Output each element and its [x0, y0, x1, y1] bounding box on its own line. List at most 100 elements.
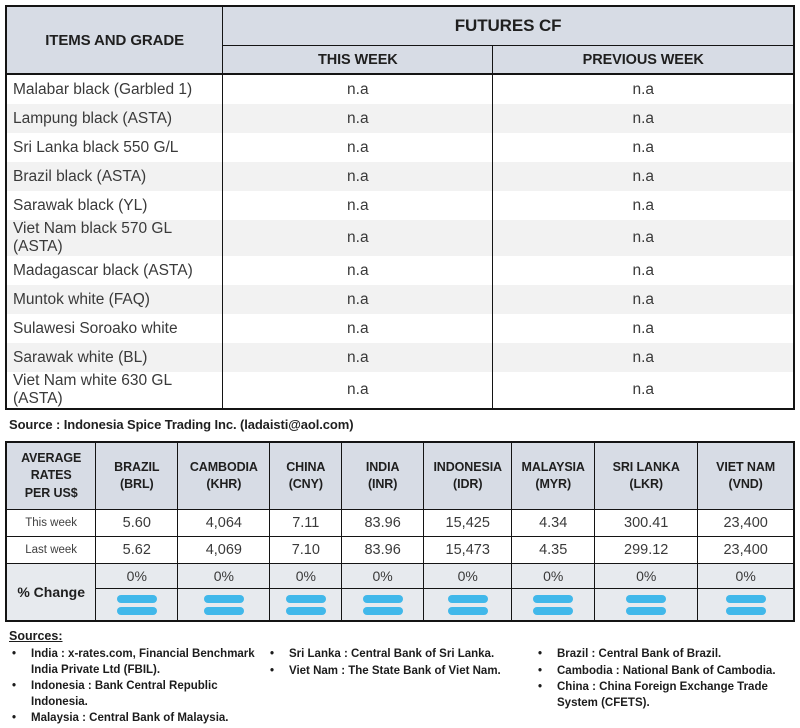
table-row: Sri Lanka black 550 G/L n.a n.a	[5, 133, 795, 162]
average-rates-header: AVERAGE RATES PER US$	[5, 441, 97, 510]
previous-week-value: n.a	[492, 220, 795, 256]
rate-value: 5.60	[95, 509, 179, 537]
previous-week-value: n.a	[492, 314, 795, 343]
this-week-value: n.a	[222, 256, 494, 285]
change-indicator-cell	[511, 588, 596, 622]
column-header-cambodia: CAMBODIA (KHR)	[177, 441, 271, 510]
country-name: BRAZIL	[114, 459, 160, 474]
rate-value: 4.35	[511, 536, 596, 564]
item-name: Viet Nam white 630 GL (ASTA)	[5, 372, 224, 409]
equal-icon	[533, 594, 574, 615]
sources-section: Sources: India : x-rates.com, Financial …	[9, 629, 795, 728]
change-indicator-cell	[423, 588, 513, 622]
item-name: Sri Lanka black 550 G/L	[5, 133, 224, 162]
percent-change-value: 0%	[511, 563, 596, 589]
this-week-value: n.a	[222, 191, 494, 220]
percent-change-value: 0%	[697, 563, 795, 589]
country-name: MALAYSIA	[521, 459, 585, 474]
previous-week-value: n.a	[492, 133, 795, 162]
this-week-value: n.a	[222, 343, 494, 372]
item-name: Madagascar black (ASTA)	[5, 256, 224, 285]
previous-week-value: n.a	[492, 285, 795, 314]
this-week-value: n.a	[222, 314, 494, 343]
table-row: Sarawak black (YL) n.a n.a	[5, 191, 795, 220]
column-header-india: INDIA (INR)	[341, 441, 425, 510]
equal-icon	[447, 594, 488, 615]
this-week-value: n.a	[222, 162, 494, 191]
currency-code: (CNY)	[288, 477, 323, 491]
table-row: Muntok white (FAQ) n.a n.a	[5, 285, 795, 314]
item-name: Brazil black (ASTA)	[5, 162, 224, 191]
previous-week-column-header: PREVIOUS WEEK	[492, 45, 795, 75]
this-week-value: n.a	[222, 133, 494, 162]
source-item: Indonesia : Bank Central Republic Indone…	[9, 679, 267, 710]
column-header-indonesia: INDONESIA (IDR)	[423, 441, 513, 510]
previous-week-value: n.a	[492, 104, 795, 133]
currency-code: (BRL)	[120, 477, 154, 491]
source-note: Source : Indonesia Spice Trading Inc. (l…	[9, 417, 354, 432]
item-name: Sulawesi Soroako white	[5, 314, 224, 343]
previous-week-value: n.a	[492, 256, 795, 285]
percent-change-value: 0%	[95, 563, 179, 589]
sources-column-3: Brazil : Central Bank of Brazil. Cambodi…	[535, 647, 795, 728]
rate-value: 5.62	[95, 536, 179, 564]
change-indicator-cell	[697, 588, 795, 622]
rate-value: 299.12	[594, 536, 699, 564]
rate-value: 4,064	[177, 509, 271, 537]
sources-column-2: Sri Lanka : Central Bank of Sri Lanka. V…	[267, 647, 535, 728]
item-name: Sarawak black (YL)	[5, 191, 224, 220]
column-header-viet-nam: VIET NAM (VND)	[697, 441, 795, 510]
futures-cf-header: FUTURES CF	[222, 5, 795, 46]
column-header-malaysia: MALAYSIA (MYR)	[511, 441, 596, 510]
change-indicator-cell	[269, 588, 343, 622]
this-week-value: n.a	[222, 74, 494, 104]
percent-change-value: 0%	[341, 563, 425, 589]
this-week-column-header: THIS WEEK	[222, 45, 494, 75]
change-indicator-cell	[177, 588, 271, 622]
rate-value: 7.11	[269, 509, 343, 537]
percent-change-row: % Change 0% 0% 0% 0% 0% 0% 0% 0%	[5, 563, 795, 622]
table-row: Madagascar black (ASTA) n.a n.a	[5, 256, 795, 285]
item-name: Sarawak white (BL)	[5, 343, 224, 372]
currency-code: (IDR)	[453, 477, 483, 491]
rate-value: 15,473	[423, 536, 513, 564]
percent-change-value: 0%	[269, 563, 343, 589]
column-header-china: CHINA (CNY)	[269, 441, 343, 510]
item-name: Muntok white (FAQ)	[5, 285, 224, 314]
table-row: Viet Nam black 570 GL (ASTA) n.a n.a	[5, 220, 795, 256]
futures-table: ITEMS AND GRADE FUTURES CF THIS WEEK PRE…	[5, 5, 795, 410]
currency-code: (LKR)	[629, 477, 663, 491]
rate-value: 15,425	[423, 509, 513, 537]
last-week-row: Last week 5.62 4,069 7.10 83.96 15,473 4…	[5, 536, 795, 564]
table-row: Brazil black (ASTA) n.a n.a	[5, 162, 795, 191]
item-name: Viet Nam black 570 GL (ASTA)	[5, 220, 224, 256]
row-label: This week	[5, 509, 97, 537]
this-week-row: This week 5.60 4,064 7.11 83.96 15,425 4…	[5, 509, 795, 537]
rate-value: 300.41	[594, 509, 699, 537]
rate-value: 7.10	[269, 536, 343, 564]
country-name: INDONESIA	[433, 459, 502, 474]
equal-icon	[362, 594, 403, 615]
this-week-value: n.a	[222, 104, 494, 133]
country-name: SRI LANKA	[612, 459, 680, 474]
previous-week-value: n.a	[492, 372, 795, 409]
equal-icon	[725, 594, 766, 615]
this-week-value: n.a	[222, 220, 494, 256]
average-rates-table: AVERAGE RATES PER US$ BRAZIL (BRL) CAMBOD…	[5, 441, 795, 622]
equal-icon	[285, 594, 326, 615]
item-name: Lampung black (ASTA)	[5, 104, 224, 133]
rate-value: 83.96	[341, 536, 425, 564]
row-label: Last week	[5, 536, 97, 564]
percent-change-value: 0%	[594, 563, 699, 589]
currency-code: (KHR)	[206, 477, 242, 491]
rate-value: 23,400	[697, 536, 795, 564]
currency-code: (INR)	[367, 477, 398, 491]
source-item: Brazil : Central Bank of Brazil.	[535, 647, 795, 663]
column-header-sri-lanka: SRI LANKA (LKR)	[594, 441, 699, 510]
sources-column-1: India : x-rates.com, Financial Benchmark…	[9, 647, 267, 728]
table-row: Lampung black (ASTA) n.a n.a	[5, 104, 795, 133]
sources-heading: Sources:	[9, 629, 63, 643]
equal-icon	[203, 594, 244, 615]
currency-code: (MYR)	[535, 477, 572, 491]
